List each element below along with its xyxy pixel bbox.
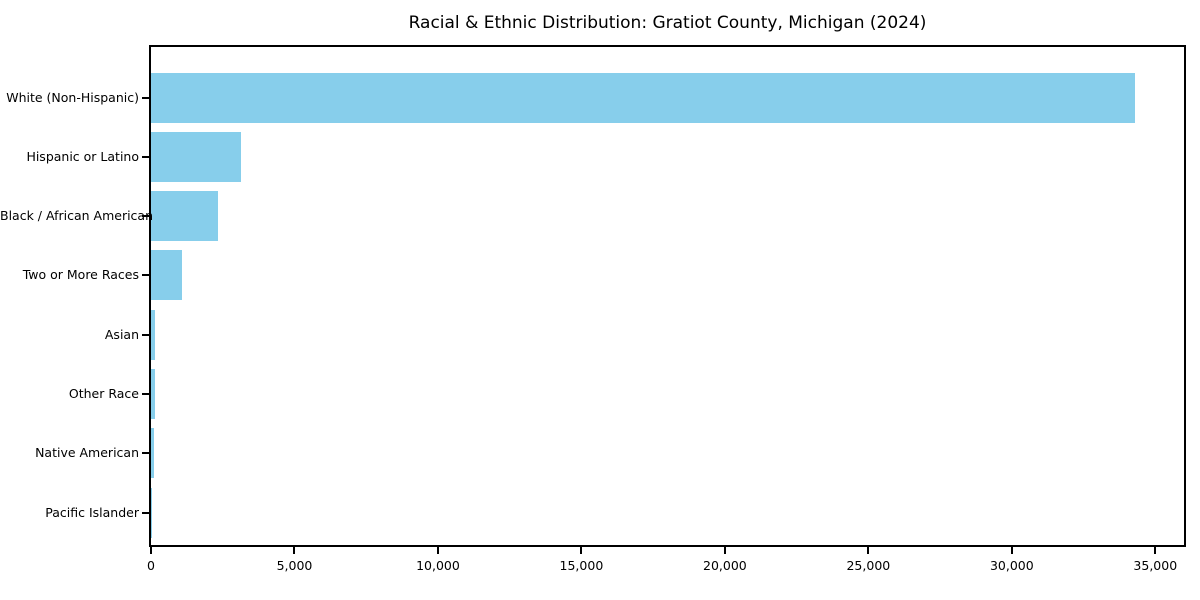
- x-tick-label: 25,000: [846, 558, 891, 573]
- y-tick-mark: [142, 274, 149, 277]
- bar: [151, 72, 1136, 123]
- x-tick-mark: [867, 547, 870, 554]
- bar: [151, 369, 156, 419]
- x-tick-mark: [723, 547, 726, 554]
- y-tick-label: Hispanic or Latino: [26, 148, 139, 164]
- x-tick-label: 10,000: [416, 558, 460, 573]
- y-tick-label: Native American: [35, 445, 139, 461]
- y-tick-mark: [142, 511, 149, 514]
- x-tick-mark: [1010, 547, 1013, 554]
- plot-area: [149, 45, 1186, 547]
- bar: [151, 191, 219, 242]
- y-tick-mark: [142, 452, 149, 455]
- y-tick-label: Pacific Islander: [45, 504, 139, 520]
- bar: [151, 309, 156, 360]
- y-tick-label: White (Non-Hispanic): [6, 89, 139, 105]
- x-tick-label: 30,000: [989, 558, 1034, 573]
- y-tick-mark: [142, 333, 149, 336]
- chart-title: Racial & Ethnic Distribution: Gratiot Co…: [408, 13, 927, 33]
- y-tick-label: Other Race: [68, 386, 139, 401]
- x-tick-mark: [1154, 547, 1157, 554]
- bar: [151, 428, 154, 479]
- x-tick-label: 35,000: [1133, 558, 1178, 573]
- bars-container: [151, 47, 1184, 545]
- x-tick-mark: [293, 547, 296, 554]
- y-tick-label: Black / African American: [0, 208, 154, 224]
- bar: [151, 250, 182, 301]
- x-tick-label: 20,000: [703, 558, 747, 573]
- x-tick-label: 15,000: [559, 558, 604, 573]
- y-tick-label: Two or More Races: [22, 267, 139, 283]
- y-tick-mark: [142, 155, 149, 158]
- y-tick-mark: [142, 393, 149, 395]
- x-tick-mark: [580, 547, 583, 554]
- x-tick-mark: [436, 547, 439, 554]
- y-tick-mark: [142, 215, 149, 218]
- x-tick-label: 0: [147, 558, 155, 573]
- x-tick-mark: [150, 547, 152, 554]
- bar: [151, 131, 242, 182]
- y-tick-mark: [142, 96, 149, 99]
- x-tick-label: 5,000: [276, 558, 313, 573]
- y-tick-label: Asian: [104, 326, 139, 342]
